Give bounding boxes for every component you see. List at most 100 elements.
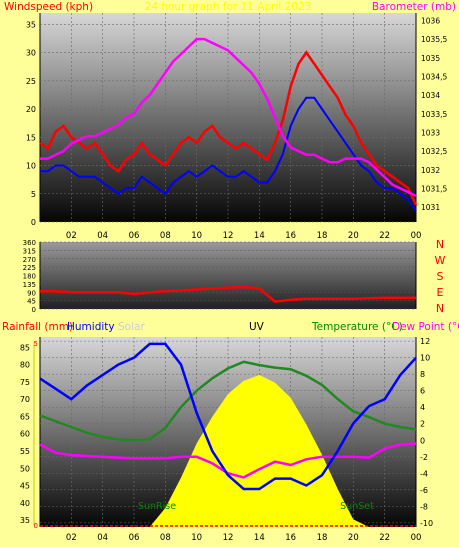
- wind-axis-label: Windspeed (kph): [4, 1, 93, 13]
- compass-label: N: [436, 238, 444, 251]
- humidity-tick-label: 75: [20, 378, 30, 387]
- x-tick-label: 00: [411, 231, 422, 241]
- wind-tick-label: 0: [31, 218, 36, 227]
- x-tick-label: 04: [97, 231, 108, 241]
- x-tick-label: 00: [411, 533, 422, 543]
- baro-tick-label: 1031: [421, 203, 440, 212]
- wind-tick-label: 20: [26, 105, 36, 114]
- uv-axis-label: UV: [249, 321, 265, 333]
- wind-tick-label: 10: [26, 162, 36, 171]
- rainfall-axis-label: Rainfall (mm): [2, 321, 73, 333]
- direction-tick-label: 225: [23, 264, 36, 272]
- temp-tick-label: 6: [420, 387, 425, 396]
- humidity-tick-label: 50: [20, 464, 30, 473]
- baro-tick-label: 1031,5: [421, 184, 447, 193]
- temp-tick-label: -6: [420, 486, 428, 495]
- x-tick-label: 16: [285, 533, 296, 543]
- temp-tick-label: -2: [420, 453, 428, 462]
- compass-label: W: [435, 254, 446, 267]
- direction-tick-label: 135: [23, 281, 36, 289]
- direction-tick-label: 0: [32, 306, 36, 314]
- x-tick-label: 22: [379, 231, 390, 241]
- temp-tick-label: 2: [420, 420, 425, 429]
- baro-tick-label: 1036: [421, 16, 440, 25]
- temperature-axis-label: Temperature (°C): [311, 321, 403, 333]
- wind-tick-label: 35: [26, 20, 36, 29]
- solar-area: [40, 375, 416, 527]
- x-tick-label: 12: [223, 231, 234, 241]
- x-tick-label: 20: [348, 533, 359, 543]
- wind-series: [39, 37, 418, 212]
- x-tick-label: 06: [129, 231, 140, 241]
- x-tick-label: 08: [160, 533, 171, 543]
- humidity-tick-label: 35: [20, 516, 30, 525]
- temp-tick-label: -10: [420, 519, 433, 528]
- compass-label: E: [437, 286, 444, 299]
- direction-tick-label: 360: [23, 239, 36, 247]
- humidity-line: [39, 342, 417, 491]
- x-tick-label: 18: [317, 533, 328, 543]
- baro-tick-label: 1035: [421, 54, 440, 63]
- temp-tick-label: 12: [420, 337, 430, 346]
- chart-title: 24 hour graph for 11 April 2023: [145, 1, 312, 13]
- baro-tick-label: 1034: [421, 91, 440, 100]
- wind-x-labels: 02 04 06 08 10 12 14 16 18 20 22 00: [66, 231, 421, 241]
- temp-tick-label: 10: [420, 354, 430, 363]
- wind-gridlines: [40, 13, 416, 223]
- humidity-tick-label: 55: [20, 447, 30, 456]
- x-tick-label: 10: [191, 231, 202, 241]
- baro-tick-label: 1032,5: [421, 147, 447, 156]
- baro-tick-label: 1033: [421, 128, 440, 137]
- humidity-tick-label: 65: [20, 412, 30, 421]
- humidity-y-ticks: 35 40 45 50 55 60 65 70 75 80 85: [20, 343, 30, 525]
- x-tick-label: 06: [129, 533, 140, 543]
- x-tick-label: 02: [66, 533, 77, 543]
- temp-tick-label: -4: [420, 469, 428, 478]
- x-tick-label: 08: [160, 231, 171, 241]
- wind-y-ticks: 0 5 10 15 20 25 30 35: [26, 20, 36, 227]
- wind-tick-label: 15: [26, 133, 36, 142]
- x-tick-label: 04: [97, 533, 108, 543]
- sunset-label: SunSet: [340, 501, 374, 512]
- x-tick-label: 10: [191, 533, 202, 543]
- direction-tick-label: 270: [23, 256, 36, 264]
- humidity-tick-label: 70: [20, 395, 30, 404]
- x-tick-label: 16: [285, 231, 296, 241]
- x-tick-label: 20: [348, 231, 359, 241]
- x-tick-label: 14: [254, 231, 265, 241]
- humidity-axis-label: Humidity: [67, 321, 115, 333]
- barometer-line: [40, 37, 417, 198]
- x-tick-label: 22: [379, 533, 390, 543]
- dewpoint-axis-label: Dew Point (°C): [392, 321, 459, 333]
- temp-tick-label: 0: [420, 436, 425, 445]
- humidity-tick-label: 40: [20, 499, 30, 508]
- humidity-tick-label: 45: [20, 482, 30, 491]
- temp-tick-label: 4: [420, 403, 425, 412]
- direction-series: [40, 285, 416, 303]
- sunrise-label: SunRise: [138, 501, 176, 512]
- direction-tick-label: 315: [23, 247, 36, 255]
- wind-direction-line: [40, 285, 416, 303]
- rain-tick-label: 0: [34, 522, 38, 530]
- compass-label: S: [437, 270, 444, 283]
- x-tick-label: 02: [66, 231, 77, 241]
- x-tick-label: 14: [254, 533, 265, 543]
- rain-tick-label: 5: [34, 340, 38, 348]
- temp-series: [39, 342, 417, 527]
- wind-line: [39, 50, 418, 206]
- gust-line: [40, 96, 417, 212]
- humidity-tick-label: 80: [20, 361, 30, 370]
- humidity-tick-label: 60: [20, 430, 30, 439]
- direction-tick-label: 180: [23, 273, 36, 281]
- baro-y-ticks: 1031 1031,5 1032 1032,5 1033 1033,5 1034 1034,5…: [421, 16, 447, 212]
- direction-tick-label: 45: [27, 298, 36, 306]
- baro-tick-label: 1034,5: [421, 72, 447, 81]
- temp-tick-label: 8: [420, 370, 425, 379]
- temp-x-labels: 02 04 06 08 10 12 14 16 18 20 22 00: [66, 533, 421, 543]
- humidity-tick-label: 85: [20, 343, 30, 352]
- rainfall-ticks: 50: [34, 340, 38, 530]
